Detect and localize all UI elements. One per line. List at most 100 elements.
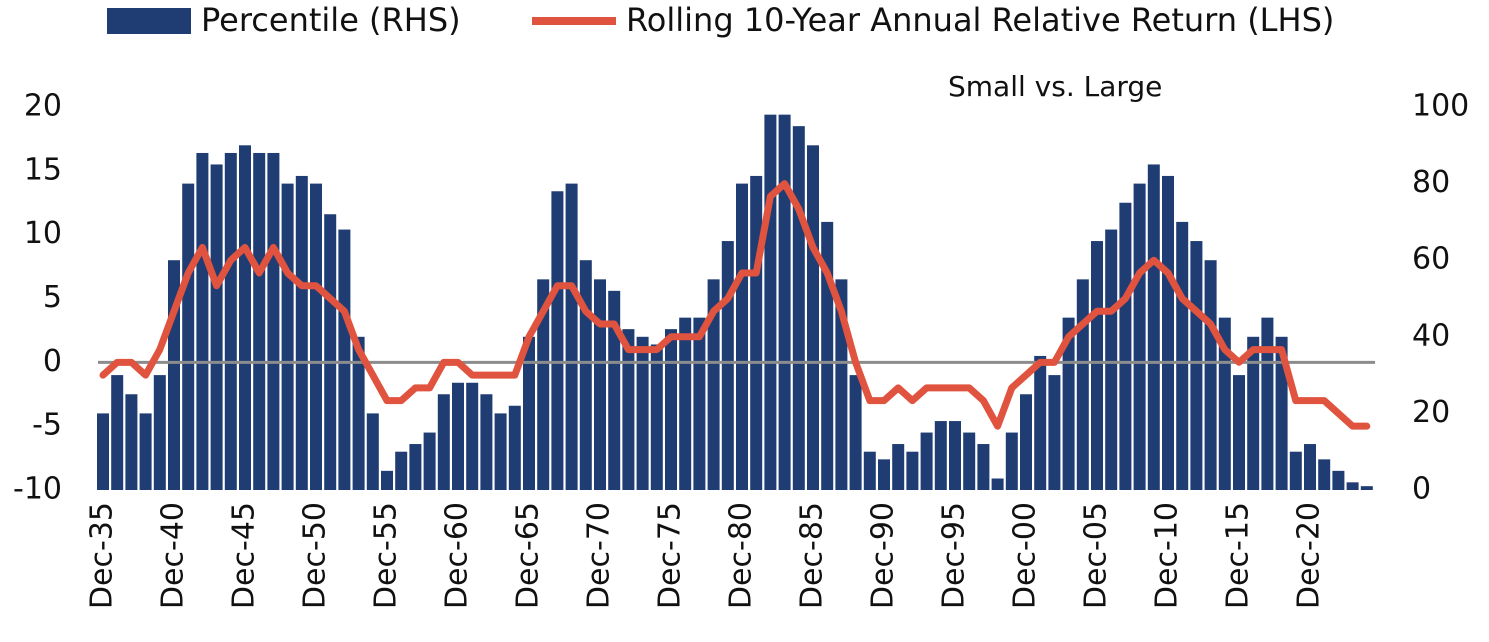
- y2-tick-label: 0: [1412, 472, 1431, 507]
- bar: [991, 478, 1004, 490]
- y2-tick-label: 100: [1412, 89, 1469, 124]
- y-tick-label: 0: [43, 344, 62, 379]
- y-tick-label: 5: [43, 280, 62, 315]
- y-tick-label: 15: [24, 152, 62, 187]
- x-tick-label: Dec-50: [298, 502, 333, 609]
- y2-tick-label: 80: [1412, 165, 1450, 200]
- bar: [1005, 432, 1018, 490]
- bar: [480, 394, 493, 490]
- bar: [1176, 221, 1189, 490]
- bar: [395, 451, 408, 490]
- bar: [508, 405, 521, 490]
- x-tick-label: Dec-15: [1221, 502, 1256, 609]
- x-tick-label: Dec-95: [937, 502, 972, 609]
- legend-label: Percentile (RHS): [201, 1, 461, 39]
- bar: [1304, 444, 1316, 490]
- x-tick-label: Dec-05: [1079, 502, 1114, 609]
- bar: [792, 126, 805, 491]
- y2-tick-label: 20: [1412, 395, 1450, 430]
- bar: [934, 421, 947, 490]
- bar: [494, 413, 507, 490]
- bar: [310, 183, 322, 490]
- bar: [565, 183, 578, 490]
- bar: [153, 375, 166, 490]
- x-tick-label: Dec-45: [227, 502, 262, 609]
- bar: [1289, 451, 1302, 490]
- bar: [920, 432, 933, 490]
- bar: [1261, 317, 1274, 490]
- bar: [409, 444, 422, 490]
- bar: [1360, 486, 1373, 490]
- bar: [764, 114, 777, 490]
- x-tick-label: Dec-70: [582, 502, 617, 609]
- bar: [1275, 336, 1288, 490]
- legend-swatch: [107, 8, 191, 34]
- x-tick-label: Dec-75: [653, 502, 688, 609]
- bar: [281, 183, 294, 490]
- bar: [437, 394, 450, 490]
- bar: [1204, 260, 1217, 490]
- bar: [1346, 482, 1359, 490]
- x-tick-label: Dec-35: [85, 502, 120, 609]
- bar: [210, 164, 223, 490]
- bar: [906, 451, 919, 490]
- bar: [736, 183, 748, 490]
- bar: [523, 336, 535, 490]
- x-tick-label: Dec-55: [369, 502, 404, 609]
- bar: [338, 229, 351, 490]
- bar: [1190, 241, 1203, 490]
- y2-tick-label: 60: [1412, 242, 1450, 277]
- bar: [1162, 175, 1174, 490]
- bar: [97, 413, 109, 490]
- bar: [381, 470, 393, 490]
- bar: [253, 152, 266, 490]
- bar: [352, 336, 365, 490]
- bar: [1062, 317, 1075, 490]
- bar: [1318, 459, 1331, 490]
- bar: [622, 329, 635, 490]
- bar: [324, 214, 337, 491]
- bar: [1048, 375, 1061, 490]
- x-tick-label: Dec-60: [440, 502, 475, 609]
- bar: [551, 191, 564, 490]
- bar: [650, 344, 663, 490]
- bar: [693, 317, 706, 490]
- line: [99, 180, 1371, 430]
- bar: [721, 241, 734, 490]
- bar: [1020, 394, 1032, 490]
- y-tick-label: -10: [13, 472, 62, 507]
- bar: [892, 444, 905, 490]
- bar: [636, 336, 649, 490]
- y-tick-label: 20: [24, 89, 62, 124]
- bar: [466, 382, 479, 490]
- bar: [977, 444, 990, 490]
- bar: [1076, 279, 1089, 490]
- x-tick-label: Dec-00: [1008, 502, 1043, 609]
- bar: [949, 421, 961, 490]
- bar: [1119, 202, 1132, 490]
- bar: [679, 317, 692, 490]
- bar: [196, 152, 209, 490]
- bar: [1218, 317, 1231, 490]
- legend-label: Rolling 10-Year Annual Relative Return (…: [626, 1, 1334, 39]
- x-tick-label: Dec-90: [866, 502, 901, 609]
- x-tick-label: Dec-40: [156, 502, 191, 609]
- bar: [608, 290, 621, 490]
- bar: [239, 145, 251, 491]
- bar: [665, 329, 677, 490]
- x-tick-label: Dec-85: [795, 502, 830, 609]
- bar: [1034, 355, 1047, 490]
- bar: [863, 451, 876, 490]
- bar: [111, 375, 124, 490]
- bar: [139, 413, 152, 490]
- bar: [537, 279, 550, 490]
- bar: [1133, 183, 1146, 490]
- x-tick-label: Dec-65: [511, 502, 546, 609]
- bar: [423, 432, 436, 490]
- bar: [807, 145, 819, 491]
- bar: [1105, 229, 1118, 490]
- bar: [1147, 164, 1160, 490]
- bar: [295, 175, 308, 490]
- bar: [125, 394, 138, 490]
- bar: [594, 279, 606, 490]
